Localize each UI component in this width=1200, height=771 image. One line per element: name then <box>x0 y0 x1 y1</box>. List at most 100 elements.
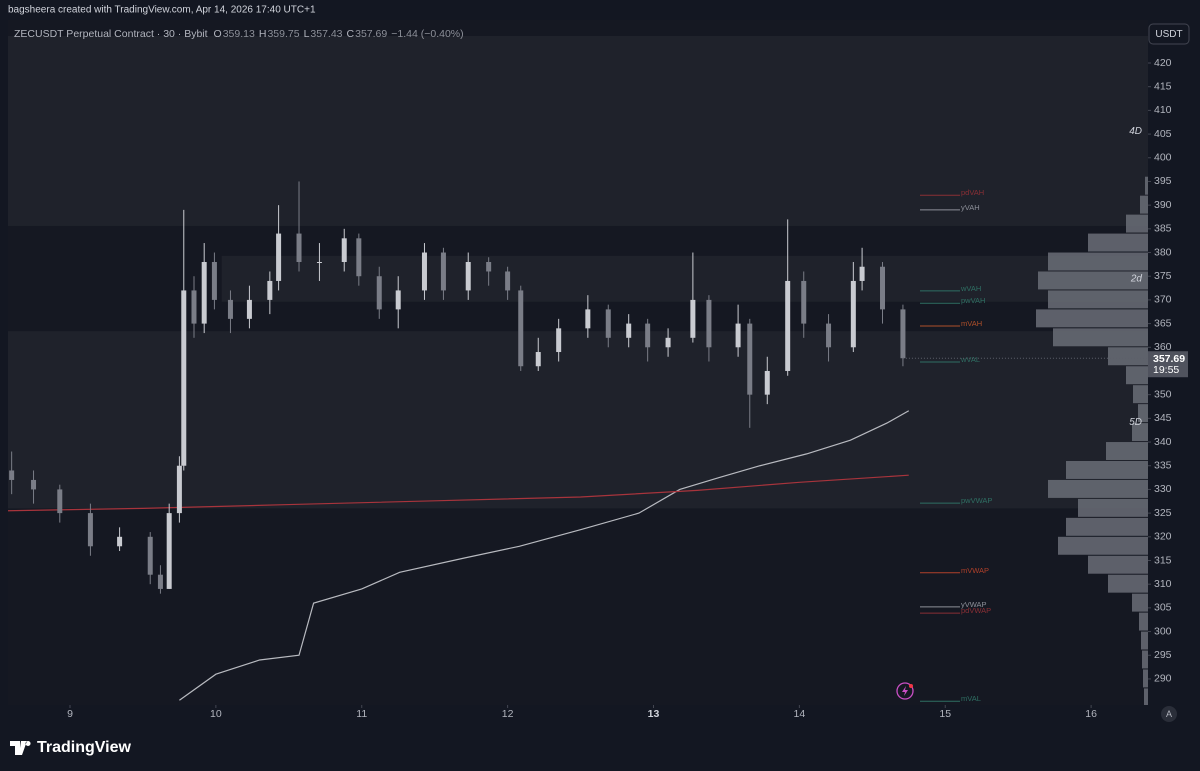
profile-bar <box>1126 366 1148 385</box>
candle-body <box>440 252 446 291</box>
profile-bar <box>1088 233 1148 252</box>
level-label: mVAL <box>961 694 981 703</box>
profile-bar <box>1108 347 1148 366</box>
y-tick-label: 375 <box>1154 270 1172 282</box>
change: −1.44 (−0.40%) <box>391 28 463 40</box>
candle-body <box>181 290 187 466</box>
candle-body <box>645 323 651 348</box>
y-tick-label: 295 <box>1154 649 1172 661</box>
auto-label[interactable]: A <box>1166 709 1172 719</box>
y-tick-label: 395 <box>1154 175 1172 187</box>
profile-bar <box>1132 423 1148 442</box>
credit: bagsheera created with TradingView.com, … <box>8 5 316 16</box>
candle-body <box>850 280 856 348</box>
profile-bar <box>1133 385 1148 404</box>
profile-bar <box>1142 650 1148 669</box>
zone <box>221 255 1149 302</box>
candle-body <box>157 574 163 589</box>
candle-body <box>826 323 832 348</box>
x-tick-label: 13 <box>648 708 660 720</box>
profile-bar <box>1066 517 1148 536</box>
profile-bar <box>1053 328 1148 347</box>
candle-body <box>395 290 401 310</box>
candle-body <box>341 238 347 263</box>
profile-bar <box>1036 309 1148 328</box>
y-tick-label: 325 <box>1154 507 1172 519</box>
y-tick-label: 380 <box>1154 246 1172 258</box>
ohlc-label: C <box>347 28 355 40</box>
currency-button[interactable] <box>1148 23 1190 45</box>
y-tick-label: 370 <box>1154 294 1172 306</box>
timeframe-label: 5D <box>1129 417 1142 428</box>
candle-body <box>859 266 865 281</box>
candle-body <box>296 233 302 263</box>
ohlc-legend: O 359.13 H 359.75 L 357.43 C 357.69 −1.44 (−0.40… <box>214 28 464 40</box>
zone <box>8 36 1148 226</box>
profile-bar <box>1048 252 1148 271</box>
candle-body <box>880 266 886 310</box>
plot: pdVAH yVAH wVAH pwVAH mVAH wVAL pwVWAP mVWAP yVW… <box>7 126 1148 707</box>
candle-body <box>900 309 906 359</box>
profile-bar <box>1078 498 1148 517</box>
x-tick-label: 16 <box>1085 708 1097 720</box>
y-tick-label: 330 <box>1154 483 1172 495</box>
candle-body <box>166 513 172 589</box>
x-tick-label: 14 <box>794 708 806 720</box>
zone <box>8 331 1148 509</box>
level-label: mVAH <box>961 319 982 328</box>
level-label: mVWAP <box>961 566 989 575</box>
profile-bar <box>1138 404 1148 423</box>
level-label: pwVAH <box>961 296 985 305</box>
ohlc-label: H <box>259 28 267 40</box>
profile-bar <box>1143 669 1148 688</box>
profile-bar <box>1038 271 1148 290</box>
y-tick-label: 400 <box>1154 152 1172 164</box>
y-tick-label: 350 <box>1154 388 1172 400</box>
candle-body <box>626 323 632 338</box>
level-label: yVWAP <box>961 600 987 609</box>
ohlc-value: 357.43 <box>310 28 342 40</box>
y-tick-label: 320 <box>1154 531 1172 543</box>
y-tick-label: 340 <box>1154 436 1172 448</box>
candle-body <box>246 299 252 319</box>
level-label: yVAH <box>961 203 980 212</box>
x-tick-label: 11 <box>356 708 367 720</box>
candle-body <box>421 252 427 291</box>
currency[interactable]: USDT <box>1155 29 1182 40</box>
level-label: pdVWAP <box>961 606 991 615</box>
profile-bar <box>1058 536 1148 555</box>
auto-button[interactable] <box>1161 706 1177 722</box>
candle-body <box>465 262 471 291</box>
ohlc-label: O <box>214 28 222 40</box>
brand: TradingView <box>37 739 132 756</box>
profile-bar <box>1126 214 1148 233</box>
last-price-box <box>1148 351 1188 378</box>
ohlc-value: 357.69 <box>355 28 387 40</box>
candle-body <box>211 262 217 300</box>
level-label: pdVAH <box>961 188 984 197</box>
candle-body <box>117 536 123 547</box>
profile-bar <box>1066 460 1148 479</box>
x-tick-label: 10 <box>210 708 222 720</box>
brand-logo <box>10 741 31 755</box>
candle-body <box>764 370 770 395</box>
profile-bar <box>1132 593 1148 612</box>
candle-body <box>735 323 741 348</box>
x-tick-label: 12 <box>502 708 514 720</box>
ohlc-value: 359.75 <box>267 28 299 40</box>
profile-bar <box>1106 442 1148 460</box>
level-label: wVAH <box>960 284 981 293</box>
level-label: wVAL <box>960 355 980 364</box>
level-label: pwVWAP <box>961 496 992 505</box>
candle-body <box>605 309 611 338</box>
y-tick-label: 290 <box>1154 673 1172 685</box>
candle-body <box>201 262 207 324</box>
candle-body <box>356 238 362 277</box>
profile-bar <box>1048 290 1148 309</box>
y-tick-label: 420 <box>1154 57 1172 69</box>
candle-body <box>535 352 541 367</box>
alert-icon[interactable] <box>896 682 914 700</box>
profile-bar <box>1048 479 1148 498</box>
